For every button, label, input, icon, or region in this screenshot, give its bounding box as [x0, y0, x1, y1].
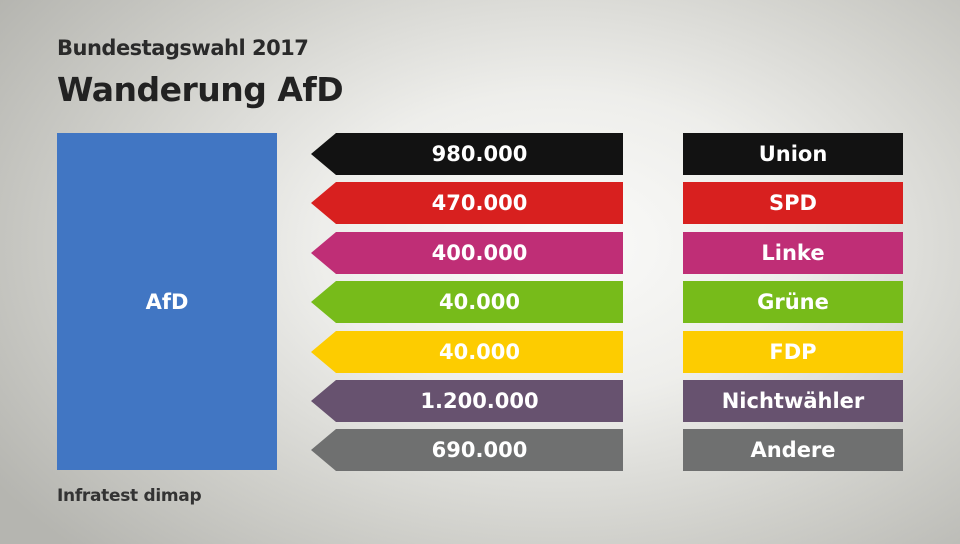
party-label: FDP: [683, 330, 903, 373]
flow-arrow: 980.000: [311, 133, 623, 175]
flow-value: 690.000: [336, 429, 623, 472]
party-label: Grüne: [683, 281, 903, 324]
flow-arrow: 470.000: [311, 182, 623, 225]
arrow-tip-icon: [311, 380, 336, 422]
arrow-tip-icon: [311, 281, 336, 324]
flow-value: 980.000: [336, 133, 623, 175]
arrow-tip-icon: [311, 133, 336, 175]
party-label: Union: [683, 133, 903, 175]
flow-arrow: 400.000: [311, 231, 623, 274]
flow-value: 470.000: [336, 182, 623, 225]
arrow-tip-icon: [311, 429, 336, 472]
arrow-tip-icon: [311, 330, 336, 373]
party-label: Nichtwähler: [683, 380, 903, 422]
flow-value: 40.000: [336, 330, 623, 373]
flow-value: 40.000: [336, 281, 623, 324]
subtitle: Bundestagswahl 2017: [57, 36, 309, 60]
flow-value: 1.200.000: [336, 380, 623, 422]
flow-value: 400.000: [336, 231, 623, 274]
arrow-tip-icon: [311, 231, 336, 274]
afd-label: AfD: [145, 289, 189, 314]
party-label: Andere: [683, 429, 903, 472]
source: Infratest dimap: [57, 486, 202, 506]
party-label: SPD: [683, 182, 903, 225]
page-title: Wanderung AfD: [57, 70, 344, 109]
flow-arrow: 690.000: [311, 429, 623, 472]
flow-arrow: 40.000: [311, 281, 623, 324]
arrow-tip-icon: [311, 182, 336, 225]
afd-box: AfD: [57, 133, 277, 470]
party-label: Linke: [683, 231, 903, 274]
flow-arrow: 40.000: [311, 330, 623, 373]
flow-arrow: 1.200.000: [311, 380, 623, 422]
